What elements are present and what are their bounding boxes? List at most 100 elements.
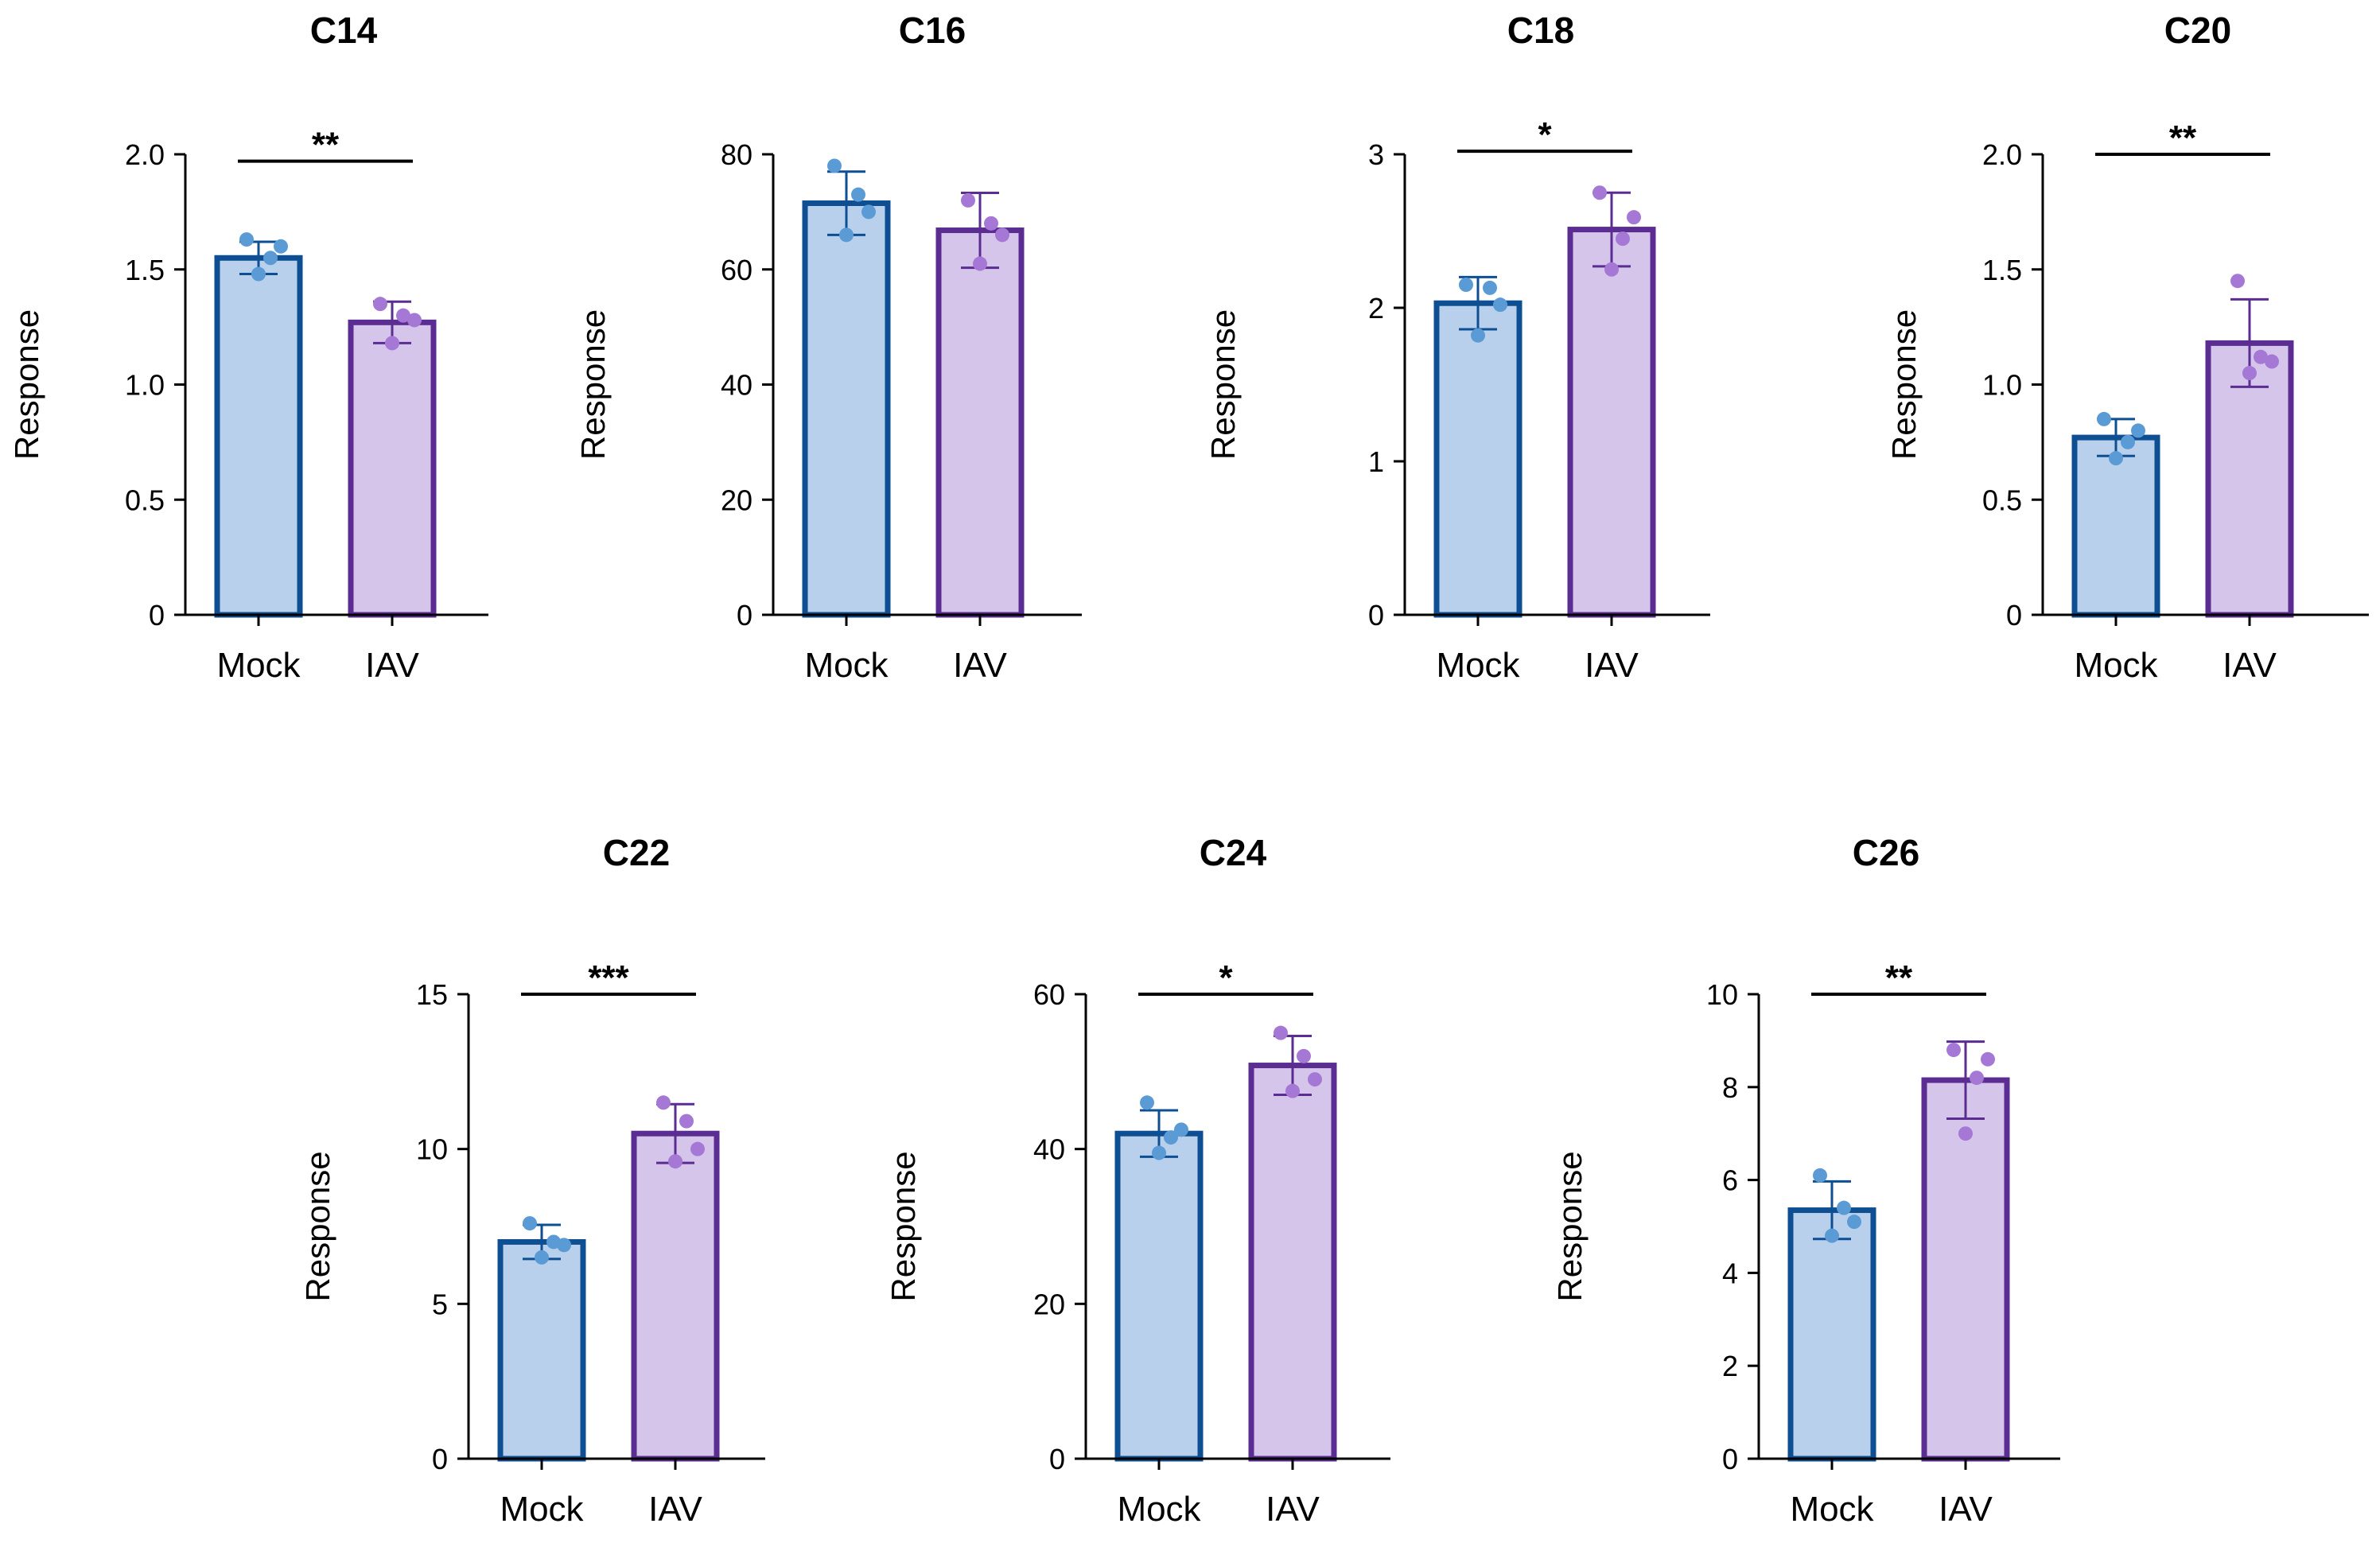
panel-6-point-mock-4 — [1174, 1122, 1188, 1137]
panel-1-bar-mock — [214, 255, 303, 618]
panel-7-point-mock-2 — [1837, 1200, 1851, 1215]
panel-1-ytick-label-1: 0 — [149, 599, 165, 632]
panel-5-ytick-label-1: 0 — [432, 1443, 448, 1475]
panel-1-ytick-label-4: 1.5 — [125, 254, 165, 286]
panel-7-ytick-label-1: 0 — [1722, 1443, 1738, 1475]
panel-1-bar-iav — [348, 319, 437, 618]
panel-6-ytick-label-1: 0 — [1049, 1443, 1065, 1475]
panel-1-point-iav-2 — [396, 308, 410, 323]
panel-7-ytick-label-5: 8 — [1722, 1071, 1738, 1104]
panel-7-xlabel-iav: IAV — [1939, 1490, 1993, 1529]
panel-4-ylabel: Response — [1885, 309, 1923, 460]
panel-7-ytick-label-3: 4 — [1722, 1257, 1738, 1289]
panel-6-xlabel-mock: Mock — [1117, 1490, 1201, 1529]
panel-5-sig-label: *** — [588, 958, 629, 997]
panel-1-point-iav-3 — [385, 336, 399, 351]
panel-2-ytick-label-3: 40 — [721, 369, 752, 402]
panel-1-ytick-label-2: 0.5 — [125, 484, 165, 516]
panel-3-bar-mock — [1433, 300, 1522, 618]
panel-4-ytick-label-2: 0.5 — [1982, 484, 2022, 516]
panel-5-point-iav-1 — [656, 1095, 671, 1110]
panel-4-xlabel-iav: IAV — [2222, 646, 2277, 685]
panel-2-point-mock-4 — [861, 204, 876, 220]
panel-7-title: C26 — [1853, 832, 1919, 873]
panel-7-ytick-label-2: 2 — [1722, 1350, 1738, 1382]
panel-5-bar-iav — [631, 1130, 720, 1462]
panel-5-point-iav-3 — [668, 1154, 682, 1169]
panel-5-point-mock-4 — [557, 1238, 571, 1253]
panel-2-ytick-label-4: 60 — [721, 254, 752, 286]
panel-6-ytick-label-3: 40 — [1033, 1133, 1065, 1166]
panel-4-sig-label: ** — [2169, 119, 2197, 157]
panel-6-title: C24 — [1200, 832, 1267, 873]
panel-2-xlabel-mock: Mock — [804, 646, 889, 685]
panel-6-ylabel: Response — [885, 1151, 922, 1301]
panel-2-ytick-label-1: 0 — [737, 599, 752, 632]
panel-3-ytick-label-1: 0 — [1368, 599, 1384, 632]
panel-1-title: C14 — [310, 10, 378, 51]
panel-3-point-mock-4 — [1493, 297, 1507, 313]
panel-5-bar-mock — [497, 1238, 586, 1462]
panel-7-point-mock-4 — [1847, 1215, 1861, 1230]
panel-4-title: C20 — [2164, 10, 2231, 51]
panel-5-xlabel-mock: Mock — [500, 1490, 584, 1529]
panel-5-ytick-label-3: 10 — [416, 1133, 448, 1166]
panel-7-point-iav-4 — [1981, 1051, 1995, 1067]
panel-5-point-iav-4 — [690, 1141, 705, 1156]
panel-4-ytick-label-4: 1.5 — [1982, 254, 2022, 286]
panel-1-xlabel-iav: IAV — [365, 646, 419, 685]
panel-3-ytick-label-3: 2 — [1368, 292, 1384, 325]
panel-2-bar-iav — [935, 227, 1025, 618]
panel-5-point-mock-1 — [523, 1216, 537, 1231]
panel-1-point-mock-4 — [274, 239, 288, 254]
panel-7-ytick-label-4: 6 — [1722, 1164, 1738, 1197]
panel-3-point-iav-2 — [1616, 231, 1630, 247]
panel-6-point-mock-2 — [1164, 1130, 1178, 1145]
panel-3-point-iav-3 — [1604, 262, 1619, 277]
panel-7-sig-label: ** — [1885, 958, 1913, 997]
panel-7-point-iav-1 — [1946, 1043, 1961, 1058]
panel-7-point-iav-2 — [1970, 1071, 1984, 1086]
panel-2-point-iav-2 — [984, 216, 998, 231]
panel-5-ytick-label-2: 5 — [432, 1288, 448, 1320]
panel-6-point-mock-3 — [1152, 1145, 1166, 1160]
panel-2-xlabel-iav: IAV — [953, 646, 1007, 685]
panel-3-xlabel-mock: Mock — [1436, 646, 1520, 685]
panel-7-ytick-label-6: 10 — [1706, 978, 1738, 1011]
panel-4-point-mock-2 — [2121, 434, 2135, 449]
panel-1-point-iav-1 — [373, 297, 387, 312]
panel-5-ytick-label-4: 15 — [416, 978, 448, 1011]
panel-6-bar-mock — [1114, 1130, 1204, 1462]
panel-1-point-iav-4 — [407, 313, 422, 328]
panel-6-sig-label: * — [1219, 958, 1233, 997]
panel-2-title: C16 — [899, 10, 966, 51]
panel-1-point-mock-1 — [239, 232, 254, 247]
panel-6-point-iav-2 — [1297, 1048, 1311, 1063]
panel-1-point-mock-3 — [251, 266, 266, 282]
panel-6-ytick-label-2: 20 — [1033, 1288, 1065, 1320]
panel-1-sig-label: ** — [312, 126, 340, 165]
panel-4-point-iav-4 — [2265, 354, 2279, 369]
panel-4-ytick-label-3: 1.0 — [1982, 369, 2022, 402]
panel-1-xlabel-mock: Mock — [216, 646, 301, 685]
panel-4-point-iav-2 — [2254, 349, 2268, 364]
panel-4-point-iav-1 — [2230, 274, 2245, 289]
panel-3-point-mock-2 — [1483, 280, 1497, 295]
panel-3-ytick-label-2: 1 — [1368, 445, 1384, 478]
panel-1-point-mock-2 — [263, 251, 278, 266]
panel-6-point-mock-1 — [1140, 1095, 1154, 1110]
panel-2-bar-mock — [802, 200, 891, 618]
panel-5-point-mock-3 — [535, 1250, 549, 1265]
panel-7-point-mock-3 — [1825, 1228, 1839, 1243]
panel-3-point-iav-4 — [1627, 210, 1641, 225]
panel-2-point-iav-3 — [973, 256, 987, 271]
panel-4-point-mock-4 — [2131, 423, 2145, 438]
panel-2-point-mock-1 — [827, 158, 842, 173]
panel-6-point-iav-4 — [1308, 1072, 1322, 1087]
panel-1-ytick-label-5: 2.0 — [125, 138, 165, 171]
panel-6-point-iav-3 — [1285, 1083, 1300, 1098]
panel-2-ylabel: Response — [574, 309, 612, 460]
panel-3-ylabel: Response — [1204, 309, 1242, 460]
panel-2-point-iav-1 — [961, 192, 975, 208]
panel-4-point-mock-3 — [2109, 451, 2123, 466]
